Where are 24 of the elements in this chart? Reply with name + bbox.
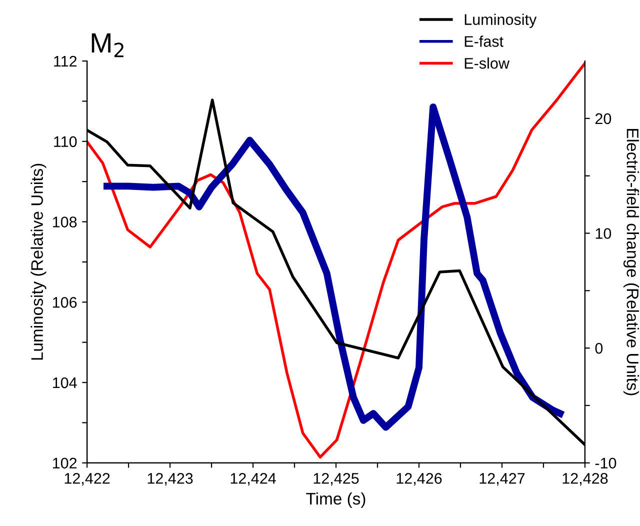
y2-tick-label: 0: [595, 342, 603, 354]
y-tick-label: 108: [52, 216, 77, 228]
y2-tick-label: 20: [595, 113, 612, 124]
y-axis-title: Luminosity (Relative Units): [30, 164, 46, 360]
x-tick-label: 12,425: [314, 473, 359, 486]
x-tick-label: 12,422: [64, 473, 110, 486]
legend-label: E-fast: [464, 36, 504, 47]
x-tick-label: 12,423: [148, 473, 193, 486]
y-tick-label: 104: [52, 377, 77, 388]
x-tick-label: 12,428: [562, 473, 608, 486]
chart-title: M$_{2}$: [92, 33, 124, 58]
legend-label: Luminosity: [464, 14, 537, 28]
legend-label: E-slow: [464, 58, 510, 69]
y-tick-label: 112: [54, 56, 77, 67]
x-tick-label: 12,426: [396, 473, 442, 486]
x-tick-label: 12,427: [480, 473, 525, 486]
y-tick-label: 110: [54, 136, 77, 148]
y2-tick-label: 10: [596, 228, 612, 239]
x-tick-label: 12,424: [230, 473, 276, 486]
x-axis-title: Time (s): [306, 492, 366, 508]
y2-tick-label: -10: [595, 458, 616, 469]
y2-axis-title: Electric-field change (Relative Units): [623, 129, 639, 396]
y-tick-label: 102: [52, 458, 77, 469]
y-tick-label: 106: [52, 297, 77, 308]
